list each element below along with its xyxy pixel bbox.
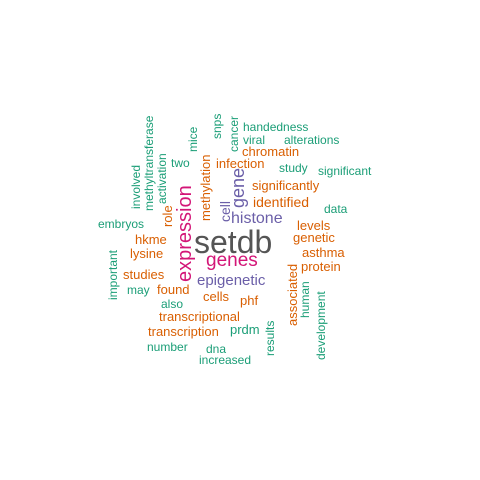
word-methyltransferase: methyltransferase	[142, 115, 156, 211]
word-alterations: alterations	[284, 133, 340, 147]
word-embryos: embryos	[98, 217, 145, 231]
word-levels: levels	[297, 218, 331, 233]
word-studies: studies	[123, 267, 165, 282]
word-setdb: setdb	[194, 224, 273, 260]
word-transcriptional: transcriptional	[159, 309, 240, 324]
word-important: important	[106, 249, 120, 300]
word-chromatin: chromatin	[242, 144, 300, 159]
word-cancer: cancer	[227, 115, 241, 152]
word-two: two	[171, 156, 190, 170]
word-prdm: prdm	[230, 322, 260, 337]
word-epigenetic: epigenetic	[197, 272, 266, 289]
word-hkme: hkme	[135, 232, 167, 247]
word-histone: histone	[231, 210, 283, 227]
word-lysine: lysine	[130, 246, 164, 261]
word-also: also	[161, 297, 184, 311]
word-genetic: genetic	[293, 230, 335, 245]
word-infection: infection	[216, 156, 265, 171]
word-results: results	[263, 320, 277, 356]
word-development: development	[314, 291, 328, 360]
word-significantly: significantly	[252, 178, 320, 193]
word-cells: cells	[203, 289, 230, 304]
word-cell: cell	[217, 200, 233, 222]
word-data: data	[324, 202, 348, 216]
word-snps: snps	[210, 113, 224, 139]
word-human: human	[298, 281, 312, 318]
word-role: role	[160, 205, 175, 227]
word-found: found	[157, 282, 190, 297]
word-identified: identified	[253, 194, 310, 210]
word-genes: genes	[206, 250, 258, 271]
word-transcription: transcription	[148, 324, 219, 339]
word-mice: mice	[186, 126, 200, 152]
word-activation: activation	[155, 153, 169, 204]
word-methylation: methylation	[198, 154, 213, 221]
word-asthma: asthma	[302, 245, 345, 260]
word-protein: protein	[301, 259, 341, 274]
word-significant: significant	[318, 164, 372, 178]
word-handedness: handedness	[243, 120, 309, 134]
word-may: may	[127, 283, 150, 297]
word-involved: involved	[129, 164, 143, 209]
word-increased: increased	[199, 353, 252, 367]
word-number: number	[147, 340, 188, 354]
word-expression: expression	[174, 185, 196, 282]
word-viral: viral	[243, 133, 266, 147]
word-phf: phf	[240, 293, 259, 308]
word-study: study	[279, 161, 308, 175]
word-dna: dna	[206, 342, 227, 356]
